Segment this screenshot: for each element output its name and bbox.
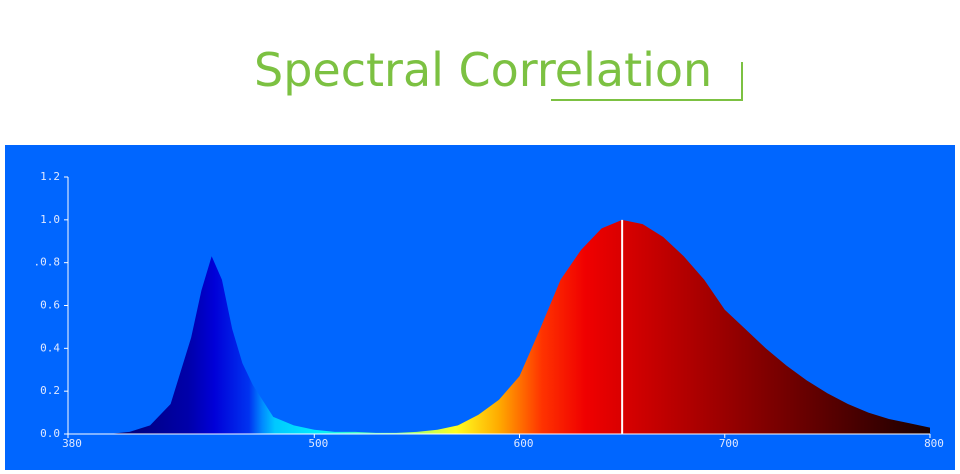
- y-tick-label: 1.2: [40, 170, 60, 183]
- y-tick-label: 1.0: [40, 213, 60, 226]
- x-tick-label: 600: [514, 437, 534, 450]
- x-tick-label: 800: [924, 437, 944, 450]
- plot: 0.0 0.2 0.4 0.6 .0.8 1.0 1.2 380 500 600 700 800: [34, 170, 944, 450]
- spectrum-area: [68, 219, 930, 434]
- y-tick-label: 0.6: [40, 299, 60, 312]
- chart-title: Spectral Correlation: [254, 43, 712, 97]
- y-tick-label: 0.2: [40, 384, 60, 397]
- x-tick-label: 380: [62, 437, 82, 450]
- y-tick-label: .0.8: [34, 256, 61, 269]
- x-tick-label: 700: [719, 437, 739, 450]
- y-tick-label: 0.0: [40, 427, 60, 440]
- x-tick-label: 500: [308, 437, 328, 450]
- y-tick-label: 0.4: [40, 341, 60, 354]
